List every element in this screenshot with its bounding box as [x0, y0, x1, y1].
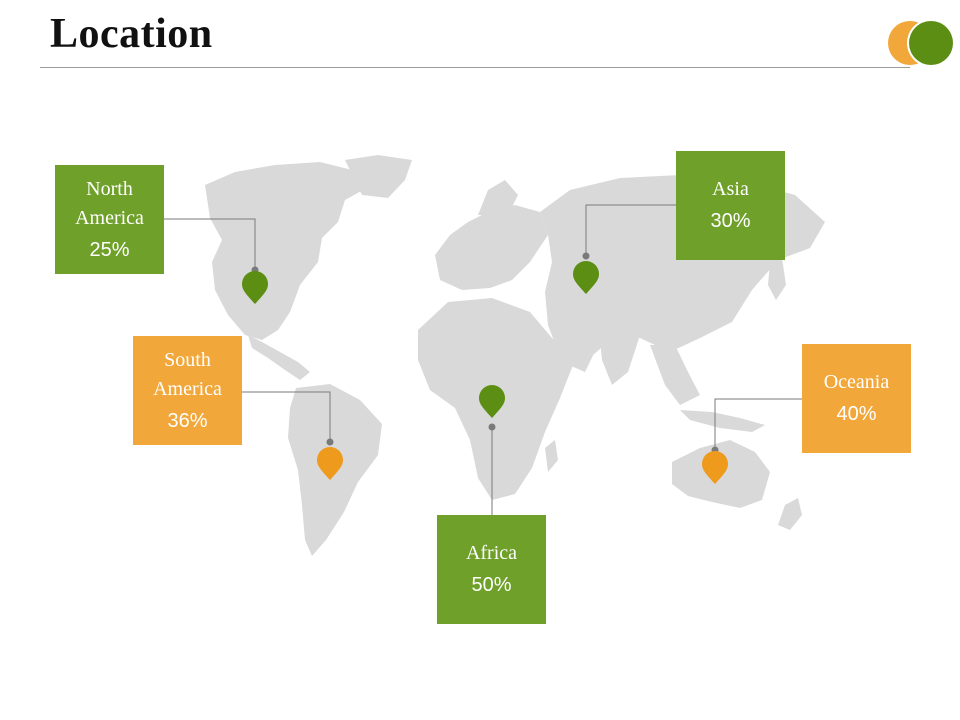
leader-south-america: [241, 391, 331, 441]
greenland-shape: [345, 155, 412, 198]
southeast-asia-shape: [650, 345, 700, 405]
madagascar-shape: [545, 440, 558, 472]
title-divider: [40, 67, 910, 68]
region-box-africa: Africa 50%: [437, 515, 546, 624]
indonesia-shape: [680, 410, 765, 432]
decorative-circles-icon: [888, 19, 955, 67]
region-name: Africa: [465, 542, 518, 564]
region-value: 36%: [167, 409, 208, 432]
region-value: 40%: [836, 403, 877, 425]
pin-oceania-icon: [702, 451, 728, 484]
leader-lines: [163, 204, 802, 515]
arabia-shape: [548, 320, 598, 372]
pin-north-america-icon: [242, 271, 268, 304]
page-title: Location: [50, 11, 213, 57]
india-shape: [600, 335, 640, 385]
europe-shape: [435, 205, 548, 290]
region-value: 25%: [89, 238, 130, 261]
pin-south-america-icon: [317, 447, 343, 480]
region-name: Asia: [712, 178, 749, 200]
map-pins: [242, 261, 728, 484]
japan-shape: [768, 258, 786, 300]
region-name: Oceania: [823, 371, 890, 393]
region-name: South America: [153, 348, 222, 400]
region-box-oceania: Oceania 40%: [802, 344, 911, 453]
region-box-asia: Asia 30%: [676, 151, 785, 260]
dot-asia: [582, 252, 590, 260]
new-zealand-shape: [778, 498, 802, 530]
region-box-north-america: North America 25%: [55, 165, 164, 274]
north-america-shape: [205, 162, 372, 340]
region-box-south-america: South America 36%: [133, 336, 242, 445]
pin-asia-icon: [573, 261, 599, 294]
dot-south-america: [326, 438, 334, 446]
leader-north-america: [163, 218, 256, 269]
region-name: North America: [75, 177, 144, 229]
region-value: 50%: [471, 574, 512, 596]
central-america-shape: [248, 335, 310, 380]
region-value: 30%: [710, 210, 751, 232]
dot-africa: [488, 423, 496, 431]
scandinavia-shape: [478, 180, 518, 215]
leader-asia: [585, 204, 676, 255]
leader-oceania: [714, 398, 802, 449]
pin-africa-icon: [479, 385, 505, 418]
